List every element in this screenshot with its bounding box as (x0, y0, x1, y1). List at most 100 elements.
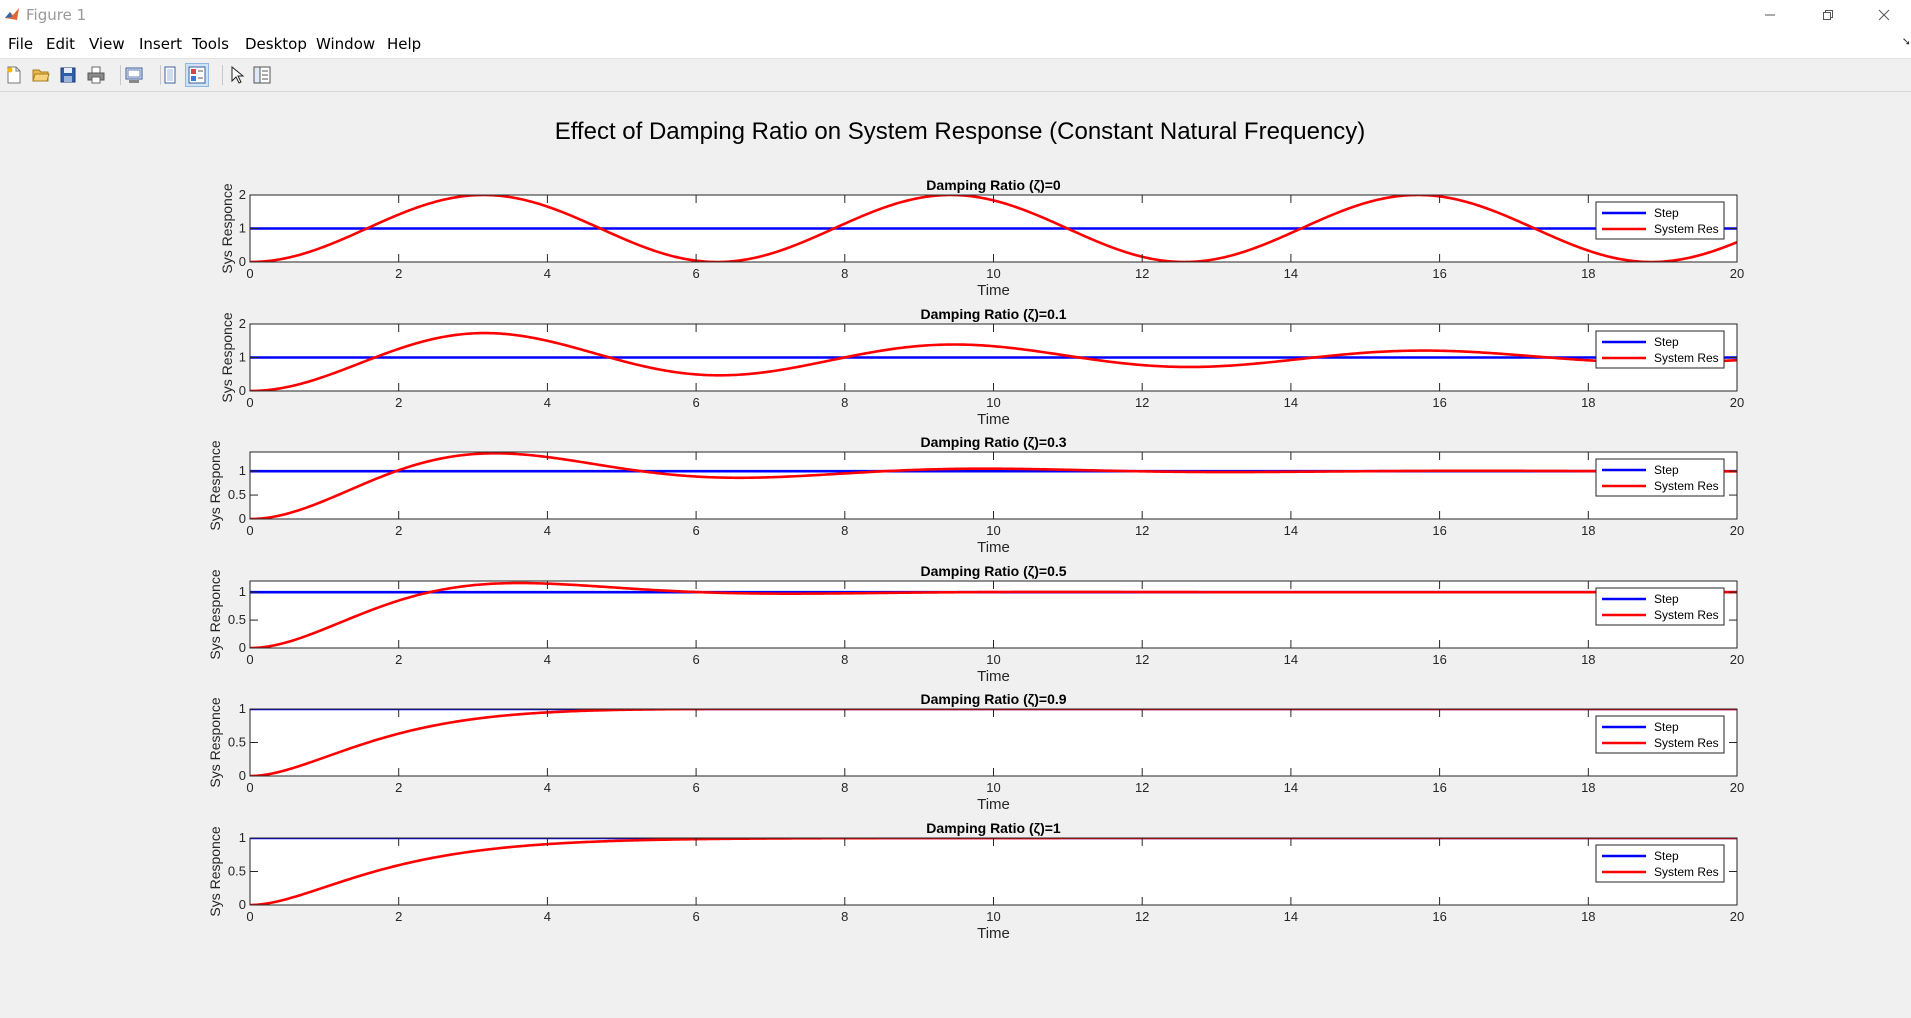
legend-entry: Step (1654, 206, 1679, 220)
x-tick-label: 6 (692, 909, 699, 924)
plot-area (250, 452, 1737, 519)
legend-entry: Step (1654, 463, 1679, 477)
legend[interactable]: Step System Res (1595, 844, 1725, 883)
series-line-system-res (250, 452, 1737, 519)
window-title: Figure 1 (26, 6, 87, 24)
legend[interactable]: Step System Res (1595, 201, 1725, 240)
y-axis-label: Sys Responce (207, 569, 223, 659)
menu-file[interactable]: File (8, 35, 34, 53)
x-tick-label: 10 (986, 266, 1000, 281)
legend-entry: Step (1654, 720, 1679, 734)
x-axis-label: Time (977, 282, 1010, 299)
x-tick-label: 14 (1284, 652, 1298, 667)
x-tick-label: 20 (1730, 652, 1744, 667)
x-tick-label: 18 (1581, 652, 1595, 667)
show-plot-tools-button[interactable] (185, 63, 209, 87)
link-plot-button[interactable] (122, 63, 146, 87)
x-tick-label: 8 (841, 523, 848, 538)
x-tick-label: 16 (1432, 652, 1446, 667)
x-tick-label: 18 (1581, 266, 1595, 281)
legend[interactable]: Step System Res (1595, 330, 1725, 369)
property-inspector-button[interactable] (250, 63, 274, 87)
show-plot-tools-icon (188, 66, 206, 84)
subplot-6: 0 2 4 6 8 10 12 14 16 18 20 0 0.5 1 Damping Ratio (ζ)=… (207, 820, 1744, 942)
figure-suptitle: Effect of Damping Ratio on System Respon… (555, 118, 1366, 145)
x-tick-label: 18 (1581, 909, 1595, 924)
y-tick-label: 0 (239, 511, 246, 526)
y-axis-label: Sys Responce (207, 440, 223, 530)
menu-bar: File Edit View Insert Tools Desktop Wind… (0, 29, 1911, 59)
subplot-5: 0 2 4 6 8 10 12 14 16 18 20 0 0.5 1 Damping Ratio (ζ)=… (207, 691, 1744, 813)
x-tick-label: 20 (1730, 909, 1744, 924)
save-figure-button[interactable] (56, 63, 80, 87)
y-axis-label: Sys Responce (207, 826, 223, 916)
x-tick-label: 0 (246, 909, 253, 924)
y-tick-label: 1 (239, 701, 246, 716)
x-tick-label: 8 (841, 395, 848, 410)
legend[interactable]: Step System Res (1595, 715, 1725, 754)
x-tick-label: 0 (246, 266, 253, 281)
menu-view[interactable]: View (89, 35, 125, 53)
hide-plot-tools-button[interactable] (158, 63, 182, 87)
menu-edit[interactable]: Edit (46, 35, 76, 53)
y-tick-label: 1 (239, 350, 246, 365)
y-tick-label: 1 (239, 584, 246, 599)
y-tick-label: 0.5 (228, 735, 246, 750)
x-tick-label: 14 (1284, 523, 1298, 538)
x-tick-label: 10 (986, 780, 1000, 795)
minimize-button[interactable] (1742, 0, 1798, 29)
legend-entry: Step (1654, 592, 1679, 606)
legend-box (1595, 201, 1725, 240)
close-button[interactable] (1856, 0, 1911, 29)
series-line-system-res (250, 331, 1737, 391)
x-tick-label: 4 (544, 909, 551, 924)
x-tick-label: 2 (395, 652, 402, 667)
matlab-icon (4, 6, 20, 22)
link-plot-icon (125, 67, 143, 83)
legend[interactable]: Step System Res (1595, 587, 1725, 626)
x-tick-label: 8 (841, 266, 848, 281)
save-icon (60, 67, 76, 83)
y-tick-label: 0 (239, 383, 246, 398)
x-tick-label: 10 (986, 652, 1000, 667)
pointer-arrow-icon (231, 66, 245, 84)
x-tick-label: 14 (1284, 780, 1298, 795)
menu-help[interactable]: Help (387, 35, 422, 53)
x-tick-label: 2 (395, 266, 402, 281)
x-tick-label: 0 (246, 652, 253, 667)
menu-window[interactable]: Window (316, 35, 376, 53)
menu-insert[interactable]: Insert (139, 35, 183, 53)
x-tick-label: 6 (692, 266, 699, 281)
x-tick-label: 6 (692, 780, 699, 795)
subplot-title: Damping Ratio (ζ)=1 (926, 820, 1061, 836)
new-figure-button[interactable] (2, 63, 26, 87)
menu-tools[interactable]: Tools (192, 35, 229, 53)
print-figure-button[interactable] (84, 63, 108, 87)
y-tick-label: 1 (239, 463, 246, 478)
menu-desktop[interactable]: Desktop (245, 35, 307, 53)
open-file-button[interactable] (29, 63, 53, 87)
property-inspector-icon (253, 66, 271, 84)
x-tick-label: 4 (544, 395, 551, 410)
y-tick-label: 0 (239, 640, 246, 655)
y-tick-label: 2 (239, 316, 246, 331)
dock-arrow-icon[interactable]: ➘ (1901, 36, 1911, 48)
x-tick-label: 0 (246, 395, 253, 410)
legend-entry: System Res (1654, 479, 1719, 493)
x-axis-label: Time (977, 411, 1010, 428)
x-tick-label: 10 (986, 395, 1000, 410)
y-tick-label: 1 (239, 221, 246, 236)
y-axis-label: Sys Responce (219, 183, 235, 273)
series-line-system-res (250, 709, 1737, 776)
print-icon (87, 66, 105, 84)
restore-icon (1823, 9, 1833, 20)
restore-button[interactable] (1800, 0, 1856, 29)
x-axis-label: Time (977, 925, 1010, 942)
edit-plot-button[interactable] (225, 63, 249, 87)
x-tick-label: 2 (395, 780, 402, 795)
legend-entry: System Res (1654, 222, 1719, 236)
plot-area (250, 331, 1737, 391)
legend[interactable]: Step System Res (1595, 458, 1725, 497)
